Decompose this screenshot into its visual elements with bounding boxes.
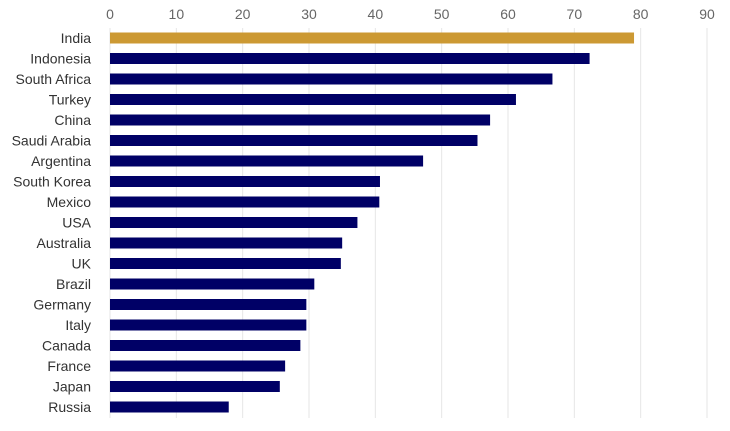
bar-brazil [110, 278, 315, 290]
bar-india [110, 32, 635, 44]
bar-argentina [110, 155, 424, 167]
category-label: USA [62, 215, 91, 231]
category-label: Germany [33, 297, 91, 313]
x-tick-label: 30 [301, 6, 317, 22]
bar-italy [110, 319, 307, 331]
category-label: Russia [48, 399, 91, 415]
bar-saudi-arabia [110, 135, 478, 146]
category-label: Indonesia [30, 51, 91, 67]
bar-usa [110, 217, 358, 228]
x-tick-label: 80 [633, 6, 649, 22]
category-label: Italy [65, 317, 91, 333]
bar-turkey [110, 94, 516, 105]
category-label: China [54, 112, 91, 128]
category-label: Australia [37, 235, 92, 251]
category-label: France [47, 358, 91, 374]
category-label: Canada [42, 338, 91, 354]
category-label: Japan [53, 379, 91, 395]
category-label: South Africa [16, 71, 92, 87]
x-tick-label: 60 [500, 6, 516, 22]
bar-china [110, 114, 491, 126]
bar-uk [110, 258, 341, 269]
x-tick-label: 10 [169, 6, 185, 22]
x-tick-label: 90 [699, 6, 715, 22]
x-tick-label: 20 [235, 6, 251, 22]
category-label: Mexico [47, 194, 92, 210]
bar-mexico [110, 196, 380, 208]
bar-indonesia [110, 53, 590, 64]
category-label: Brazil [56, 276, 91, 292]
category-label: India [61, 30, 92, 46]
x-tick-label: 70 [567, 6, 583, 22]
bar-france [110, 360, 286, 372]
category-label: South Korea [13, 174, 91, 190]
bar-south-africa [110, 73, 553, 85]
category-label: Argentina [31, 153, 91, 169]
x-tick-label: 50 [434, 6, 450, 22]
bar-canada [110, 340, 301, 351]
bar-japan [110, 381, 280, 392]
x-tick-label: 0 [106, 6, 114, 22]
bar-russia [110, 401, 229, 413]
category-label: Turkey [49, 92, 91, 108]
x-tick-label: 40 [368, 6, 384, 22]
category-label: Saudi Arabia [12, 133, 92, 149]
bar-australia [110, 237, 343, 249]
bar-south-korea [110, 176, 380, 187]
bar-germany [110, 299, 307, 310]
category-label: UK [72, 256, 92, 272]
